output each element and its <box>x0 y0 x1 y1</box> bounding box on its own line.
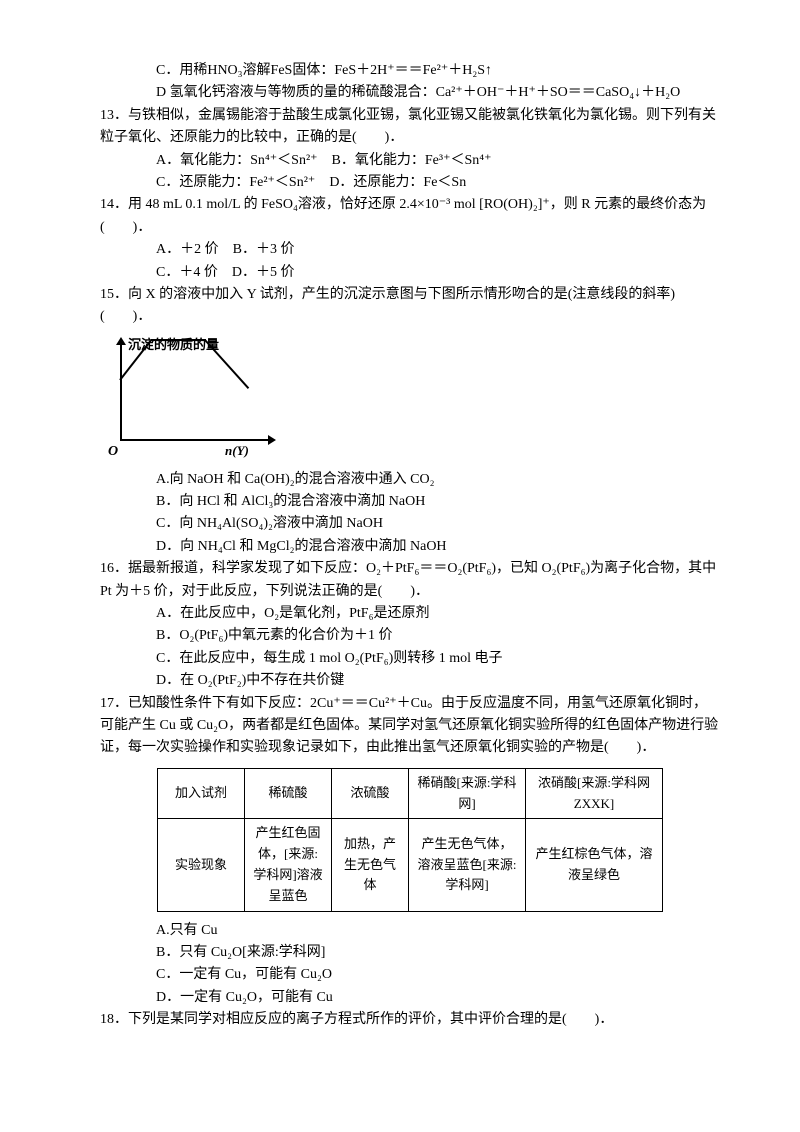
q15-option-b: B．向 HCl 和 AlCl₃的混合溶液中滴加 NaOH <box>100 491 720 513</box>
q12-option-d: D 氢氧化钙溶液与等物质的量的稀硫酸混合：Ca²⁺＋OH⁻＋H⁺＋SO＝＝CaS… <box>100 82 720 104</box>
q17-option-d: D．一定有 Cu₂O，可能有 Cu <box>100 987 720 1009</box>
q15-option-d: D．向 NH₄Cl 和 MgCl₂的混合溶液中滴加 NaOH <box>100 536 720 558</box>
graph-y-label: 沉淀的物质的量 <box>128 335 219 356</box>
q16-option-c: C．在此反应中，每生成 1 mol O₂(PtF₆)则转移 1 mol 电子 <box>100 648 720 670</box>
q16-option-a: A．在此反应中，O₂是氧化剂，PtF₆是还原剂 <box>100 603 720 625</box>
q17-option-a: A.只有 Cu <box>100 920 720 942</box>
q16-option-b: B．O₂(PtF₆)中氧元素的化合价为＋1 价 <box>100 625 720 647</box>
q12-option-c: C．用稀HNO₃溶解FeS固体：FeS＋2H⁺＝＝Fe²⁺＋H₂S↑ <box>100 60 720 82</box>
q17-stem: 17．已知酸性条件下有如下反应：2Cu⁺＝＝Cu²⁺＋Cu。由于反应温度不同，用… <box>100 693 720 760</box>
q17-table: 加入试剂 稀硫酸 浓硫酸 稀硝酸[来源:学科网] 浓硝酸[来源:学科网 ZXXK… <box>157 768 663 912</box>
q17-option-b: B．只有 Cu₂O[来源:学科网] <box>100 942 720 964</box>
q14-options-cd: C．＋4 价 D．＋5 价 <box>100 262 720 284</box>
q18-stem: 18．下列是某同学对相应反应的离子方程式所作的评价，其中评价合理的是( )． <box>100 1009 720 1031</box>
q13-options-cd: C．还原能力：Fe²⁺＜Sn²⁺ D．还原能力：Fe＜Sn <box>100 172 720 194</box>
precipitate-graph: 沉淀的物质的量 O n(Y) <box>100 339 280 459</box>
q13-stem: 13．与铁相似，金属锡能溶于盐酸生成氯化亚锡，氯化亚锡又能被氯化铁氧化为氯化锡。… <box>100 105 720 150</box>
q17-option-c: C．一定有 Cu，可能有 Cu₂O <box>100 964 720 986</box>
q16-option-d: D．在 O₂(PtF₂)中不存在共价键 <box>100 670 720 692</box>
q15-stem: 15．向 X 的溶液中加入 Y 试剂，产生的沉淀示意图与下图所示情形吻合的是(注… <box>100 284 720 329</box>
q13-options-ab: A．氧化能力：Sn⁴⁺＜Sn²⁺ B．氧化能力：Fe³⁺＜Sn⁴⁺ <box>100 150 720 172</box>
graph-origin-label: O <box>108 441 118 463</box>
q15-option-a: A.向 NaOH 和 Ca(OH)₂的混合溶液中通入 CO₂ <box>100 469 720 491</box>
table-row: 实验现象 产生红色固体，[来源:学科网]溶液呈蓝色 加热，产生无色气体 产生无色… <box>158 819 663 911</box>
q14-stem: 14．用 48 mL 0.1 mol/L 的 FeSO₄溶液，恰好还原 2.4×… <box>100 194 720 239</box>
q14-options-ab: A．＋2 价 B．＋3 价 <box>100 239 720 261</box>
table-row: 加入试剂 稀硫酸 浓硫酸 稀硝酸[来源:学科网] 浓硝酸[来源:学科网 ZXXK… <box>158 768 663 819</box>
q15-option-c: C．向 NH₄Al(SO₄)₂溶液中滴加 NaOH <box>100 513 720 535</box>
q16-stem: 16．据最新报道，科学家发现了如下反应：O₂＋PtF₆＝＝O₂(PtF₆)，已知… <box>100 558 720 603</box>
graph-x-label: n(Y) <box>225 441 249 462</box>
